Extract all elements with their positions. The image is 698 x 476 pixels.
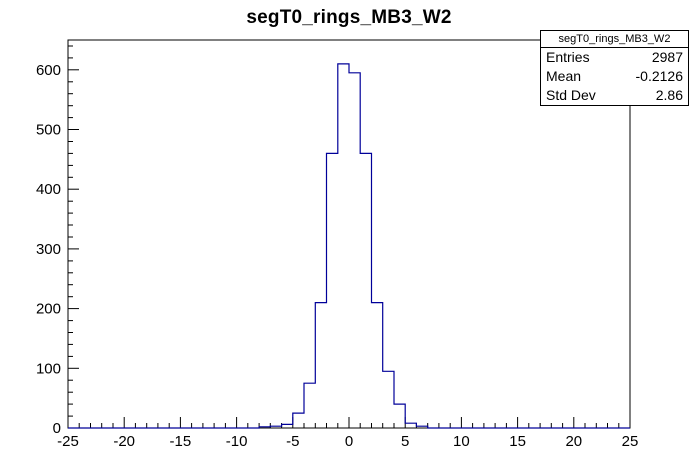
stats-box-title: segT0_rings_MB3_W2 bbox=[541, 31, 688, 48]
x-axis-tick-label: 15 bbox=[509, 433, 526, 450]
stats-mean-value: -0.2126 bbox=[635, 68, 683, 84]
stats-row-entries: Entries 2987 bbox=[541, 48, 688, 67]
stats-stddev-label: Std Dev bbox=[546, 87, 596, 103]
x-axis-tick-label: 10 bbox=[453, 433, 470, 450]
x-axis-tick-label: -20 bbox=[113, 433, 135, 450]
stats-stddev-value: 2.86 bbox=[655, 87, 683, 103]
stats-mean-label: Mean bbox=[546, 68, 582, 84]
x-axis-tick-label: 25 bbox=[622, 433, 639, 450]
x-axis-tick-label: -25 bbox=[57, 433, 79, 450]
stats-box: segT0_rings_MB3_W2 Entries 2987 Mean -0.… bbox=[540, 30, 689, 106]
histogram-title: segT0_rings_MB3_W2 bbox=[246, 7, 452, 28]
y-axis-tick-label: 500 bbox=[36, 122, 61, 139]
stats-entries-label: Entries bbox=[546, 49, 590, 65]
y-axis-tick-label: 200 bbox=[36, 301, 61, 318]
stats-row-mean: Mean -0.2126 bbox=[541, 67, 688, 86]
stats-row-stddev: Std Dev 2.86 bbox=[541, 86, 688, 105]
x-axis-tick-label: -5 bbox=[286, 433, 299, 450]
y-axis-tick-label: 400 bbox=[36, 181, 61, 198]
x-axis-tick-label: 0 bbox=[345, 433, 353, 450]
x-axis-tick-label: 5 bbox=[401, 433, 409, 450]
x-axis-tick-label: -15 bbox=[170, 433, 192, 450]
stats-entries-value: 2987 bbox=[651, 49, 683, 65]
y-axis-tick-label: 300 bbox=[36, 241, 61, 258]
histogram-line bbox=[68, 63, 630, 429]
x-axis-tick-label: -10 bbox=[226, 433, 248, 450]
y-axis-tick-label: 0 bbox=[53, 420, 61, 437]
y-axis-tick-label: 100 bbox=[36, 360, 61, 377]
y-axis-tick-label: 600 bbox=[36, 62, 61, 79]
x-axis-tick-label: 20 bbox=[565, 433, 582, 450]
